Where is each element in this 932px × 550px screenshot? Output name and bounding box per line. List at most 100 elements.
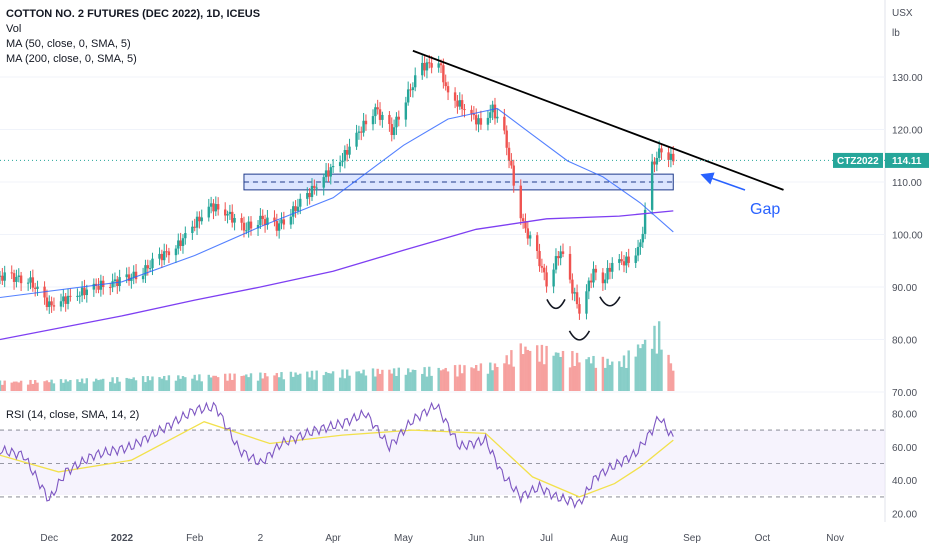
volume-bar — [390, 373, 393, 391]
volume-bar — [446, 371, 450, 391]
volume-bar — [477, 370, 480, 391]
candles — [0, 54, 675, 320]
last-price-tag[interactable]: CTZ2022 114.11 — [833, 152, 929, 168]
volume-bar — [144, 382, 147, 391]
candle-body — [167, 251, 171, 256]
candle-body — [69, 295, 72, 297]
volume-bar — [559, 356, 562, 391]
candle-body — [381, 114, 384, 120]
volume-bar — [76, 379, 79, 391]
candle-body — [0, 275, 2, 277]
candle-body — [273, 217, 276, 222]
candle-body — [296, 206, 300, 211]
candle-body — [306, 193, 309, 199]
volume-bar — [453, 365, 457, 391]
candle-body — [378, 109, 382, 120]
volume-bar — [322, 375, 325, 391]
volume-bar — [125, 377, 128, 391]
volume-bar — [460, 373, 464, 391]
candle-body — [132, 271, 135, 278]
volume-bar — [496, 366, 499, 391]
candle-body — [310, 185, 314, 198]
volume-bar — [442, 369, 445, 391]
volume-bar — [611, 361, 614, 391]
head-and-shoulders-marks — [546, 296, 621, 341]
candle-body — [667, 152, 670, 160]
volume-bar — [667, 354, 670, 391]
volume-bar — [83, 383, 86, 391]
candle-body — [479, 118, 483, 125]
candle-body — [371, 116, 375, 125]
candle-body — [78, 295, 81, 297]
volume-bar — [608, 364, 612, 391]
candle-body — [557, 256, 560, 259]
candle-body — [345, 150, 349, 155]
volume-bar — [12, 381, 16, 391]
volume-bar — [216, 377, 220, 391]
candle-body — [33, 287, 37, 289]
volume-bar — [381, 369, 384, 391]
volume-bar — [0, 380, 2, 391]
candle-body — [193, 226, 196, 228]
candle-body — [130, 277, 133, 281]
volume-bar — [643, 339, 647, 391]
volume-bar — [256, 380, 260, 391]
volume-bar — [280, 372, 283, 391]
volume-bar — [118, 381, 121, 391]
volume-bar — [45, 380, 49, 391]
rsi-tick-label: 60.00 — [892, 443, 917, 454]
candle-body — [179, 240, 182, 246]
volume-bar — [102, 378, 105, 391]
price-tick-label: 110.00 — [892, 178, 922, 189]
candle-body — [209, 203, 213, 207]
volume-bar — [1, 384, 4, 391]
rsi-pane[interactable] — [0, 401, 885, 509]
candle-body — [308, 193, 311, 198]
volume-bar — [228, 373, 232, 391]
volume-legend[interactable]: Vol — [6, 23, 22, 35]
candle-body — [444, 82, 447, 87]
time-tick-label: Jun — [468, 533, 484, 544]
volume-bar — [672, 370, 675, 391]
symbol-title[interactable]: COTTON NO. 2 FUTURES (DEC 2022), 1D, ICE… — [6, 8, 261, 20]
time-tick-label: May — [394, 533, 413, 544]
candle-body — [76, 295, 79, 297]
volume-bar — [535, 345, 539, 391]
volume-bar — [165, 380, 168, 391]
volume-bar — [99, 379, 103, 391]
candle-body — [505, 130, 508, 148]
candle-body — [552, 269, 555, 287]
volume-bar — [36, 382, 39, 391]
candle-body — [472, 113, 476, 116]
volume-bar — [329, 373, 332, 391]
volume-bar — [395, 375, 398, 391]
volume-bar — [543, 364, 546, 391]
volume-bar — [306, 371, 309, 391]
candle-body — [491, 104, 494, 113]
volume-bar — [59, 379, 63, 391]
resistance-zone[interactable] — [243, 173, 674, 191]
rsi-legend[interactable]: RSI (14, close, SMA, 14, 2) — [6, 408, 139, 423]
volume-bar — [557, 352, 560, 391]
candle-body — [181, 238, 185, 246]
candle-body — [486, 117, 490, 125]
candle-body — [292, 206, 295, 217]
candle-body — [571, 279, 574, 294]
volume-bar — [355, 371, 358, 391]
candle-body — [650, 161, 654, 210]
volume-bar — [472, 368, 476, 391]
ma200-legend[interactable]: MA (200, close, 0, SMA, 5) — [6, 53, 137, 65]
time-tick-label: Jul — [540, 533, 553, 544]
volume-bar — [294, 372, 297, 391]
volume-bar — [526, 349, 530, 391]
volume-bar — [575, 352, 579, 391]
candle-body — [442, 65, 445, 83]
volume-bar — [29, 379, 32, 391]
candle-body — [573, 292, 576, 294]
trendline[interactable] — [0, 49, 885, 191]
pattern-arc — [599, 296, 621, 307]
volume-bar — [48, 382, 51, 391]
ma50-legend[interactable]: MA (50, close, 0, SMA, 5) — [6, 38, 131, 50]
volume-bar — [240, 376, 243, 391]
